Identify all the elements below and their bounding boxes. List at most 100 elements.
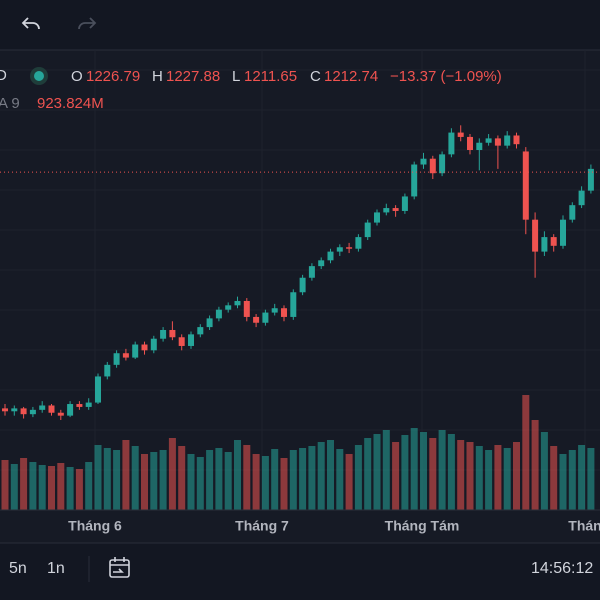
volume-bar [187,454,195,510]
volume-bar [550,446,558,510]
volume-bar [289,450,297,510]
volume-bar [85,462,93,510]
volume-bar [48,466,55,510]
x-axis-label: Tháng 7 [235,518,289,534]
volume-bar [392,442,400,510]
candle-body [439,154,446,174]
candle-body [587,168,594,191]
candle-body [476,142,483,150]
candle-body [197,327,204,335]
volume-bar [503,448,511,510]
range-button[interactable]: 5n [9,560,27,577]
volume-bar [447,434,455,510]
volume-bar [531,420,539,510]
redo-button[interactable] [78,17,97,30]
open-value: 1226.79 [86,68,140,85]
range-button[interactable]: 1n [47,560,65,577]
candle-body [160,330,167,339]
volume-bar [401,435,409,510]
volume-bar [522,395,530,510]
candle-body [355,237,362,249]
volume-bar [410,428,418,510]
volume-bar [252,454,260,510]
candle-body [401,196,408,211]
volume-bar [113,450,121,510]
candle-body [281,308,287,317]
candle-body [215,309,222,319]
candle-body [532,219,539,252]
candle-body [225,305,232,310]
volume-bar [234,440,241,510]
candle-body [346,247,353,249]
ma-label: A 9 [0,95,20,112]
candle-body [364,222,371,238]
volume-bar [66,467,74,510]
volume-bar [364,438,372,510]
candle-body [522,151,529,220]
candle-body [541,237,548,252]
volume-bar [420,432,427,510]
candle-body [122,353,129,358]
low-value: 1211.65 [244,68,297,85]
candle-body [113,353,120,365]
candle-body [67,404,74,416]
volume-bar [261,456,269,510]
volume-bar [38,465,46,510]
candle-body [48,405,55,413]
top-toolbar [0,0,600,50]
volume-bar [141,454,148,510]
candle-body [411,164,418,197]
candle-body [234,300,241,306]
candle-body [85,402,92,407]
close-value: 1212.74 [324,68,378,85]
candle-body [243,300,250,317]
volume-bar [308,446,316,510]
volume-bar [336,449,344,510]
candle-body [569,205,576,220]
low-label: L [232,68,240,85]
candle-body [448,132,455,155]
candle-body [271,308,278,313]
volume-bar [159,450,167,510]
volume-bar [20,458,28,510]
candle-body [318,260,325,267]
candle-body [11,408,18,412]
candle-body [76,404,83,407]
volume-bar [150,452,158,510]
volume-bar [168,438,176,510]
candle-body [150,338,157,351]
candle-body [374,212,380,223]
plot [0,125,600,510]
candle-body [457,132,464,137]
volume-bar [578,445,586,510]
date-range-button[interactable] [109,557,130,578]
candle-body [392,208,399,211]
volume-bar [243,445,251,510]
undo-button[interactable] [21,17,40,30]
volume-bar [196,457,204,510]
candle-body [39,405,46,410]
candle-body [336,247,343,252]
candle-body [299,277,306,293]
candle-body [327,251,334,261]
volume-bar [206,450,214,510]
volume-bar [178,446,186,510]
volume-bar [299,448,307,510]
volume-bar [382,430,390,510]
volume-bar [57,463,65,510]
volume-bar [587,448,595,510]
ma-value: 923.824M [37,95,104,112]
volume-bar [438,430,446,510]
volume-bar [354,445,362,510]
candle-body [485,138,492,143]
volume-bar [280,458,288,510]
volume-bar [75,469,83,510]
volume-bar [568,450,576,510]
volume-bar [457,440,465,510]
volume-bar [29,462,37,510]
volume-bar [271,449,279,510]
volume-bar [122,440,130,510]
volume-bar [466,442,474,510]
candle-body [206,318,213,328]
